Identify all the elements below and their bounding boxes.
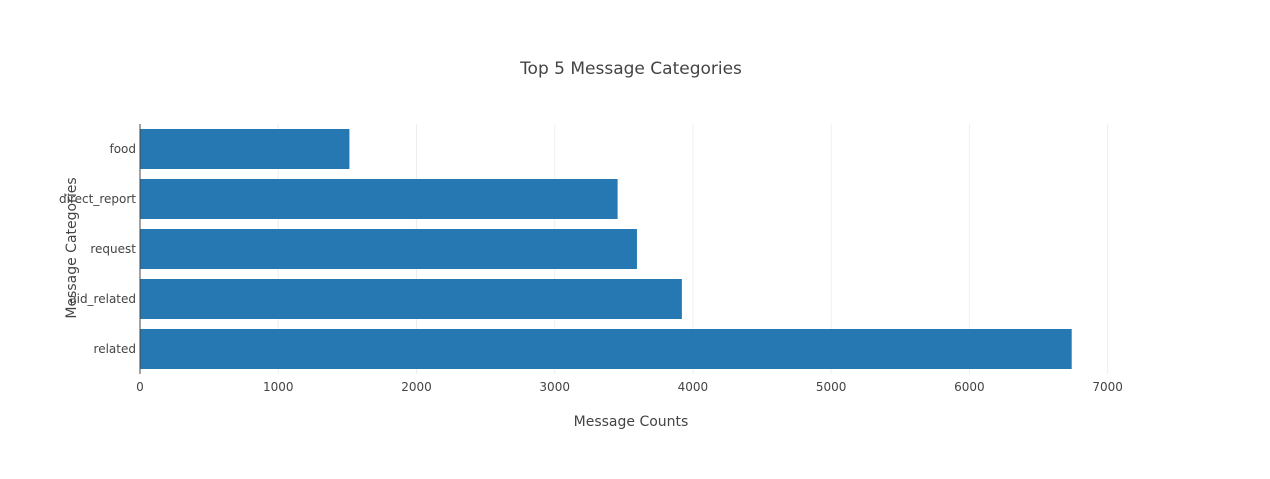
y-tick-label: food [109,142,136,156]
x-tick-labels: 0 1000 2000 3000 4000 5000 6000 7000 [136,380,1123,394]
y-tick-label: related [94,342,136,356]
x-tick-label: 1000 [263,380,294,394]
x-tick-label: 0 [136,380,144,394]
y-tick-label: direct_report [59,192,136,206]
bar-related [140,329,1072,369]
x-axis-title: Message Counts [574,414,689,430]
x-tick-label: 4000 [678,380,709,394]
x-tick-label: 6000 [954,380,985,394]
bar-direct_report [140,179,618,219]
x-tick-label: 3000 [539,380,570,394]
bar-request [140,229,637,269]
bar-aid_related [140,279,682,319]
bar-food [140,129,350,169]
y-tick-label: aid_related [69,292,136,306]
x-tick-label: 2000 [401,380,432,394]
chart-title: Top 5 Message Categories [519,59,742,79]
y-tick-label: request [90,242,136,256]
y-axis-title: Message Categories [64,177,80,318]
x-tick-label: 7000 [1092,380,1123,394]
bars [140,129,1072,369]
x-tick-label: 5000 [816,380,847,394]
